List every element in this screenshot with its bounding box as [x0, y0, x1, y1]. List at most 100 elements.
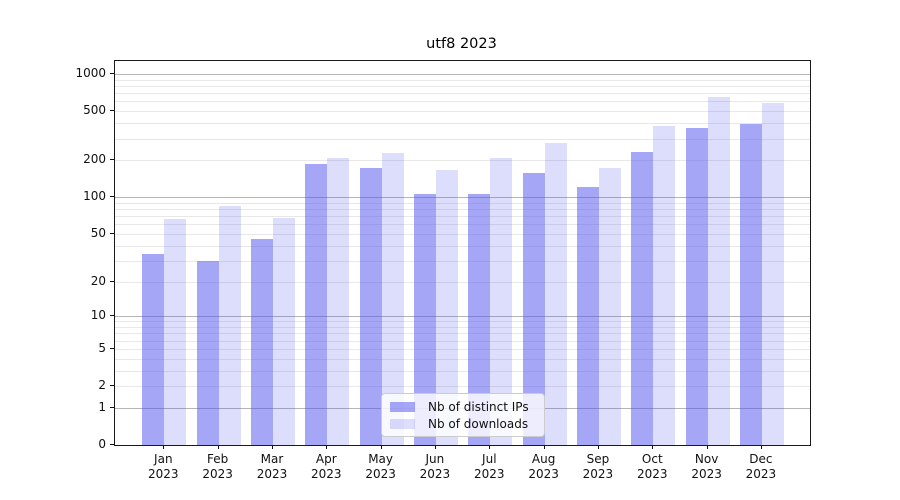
x-tick-mark — [543, 445, 545, 449]
y-tick-mark — [110, 73, 114, 74]
y-gridline-minor — [115, 160, 810, 162]
chart-title: utf8 2023 — [426, 36, 497, 52]
bar-distinct-ips — [305, 163, 328, 445]
x-tick-label: Jun 2023 — [419, 452, 451, 481]
bar-distinct-ips — [359, 167, 382, 445]
plot-area: Nb of distinct IPs Nb of downloads — [114, 60, 811, 446]
y-tick-mark — [110, 347, 114, 349]
bar-distinct-ips — [631, 152, 654, 445]
bar-distinct-ips — [196, 260, 219, 445]
bar-downloads — [707, 97, 730, 445]
bar-downloads — [381, 153, 404, 445]
y-gridline-minor — [115, 224, 810, 226]
y-gridline-minor — [115, 93, 810, 95]
bar-distinct-ips — [522, 172, 545, 445]
y-tick-mark — [110, 110, 114, 112]
legend-swatch-distinct-ips — [390, 402, 415, 413]
x-tick-label: Mar 2023 — [256, 452, 288, 481]
bar-downloads — [164, 219, 187, 445]
y-gridline-minor — [115, 358, 810, 360]
y-gridline-minor — [115, 138, 810, 140]
y-tick-mark — [110, 315, 114, 317]
bar-distinct-ips — [413, 194, 436, 445]
bar-downloads — [218, 206, 241, 445]
bar-downloads — [490, 157, 513, 445]
y-gridline-minor — [115, 101, 810, 103]
y-tick-label: 20 — [90, 273, 106, 288]
x-tick-label: May 2023 — [365, 452, 396, 481]
y-tick-label: 100 — [83, 189, 106, 204]
y-gridline-minor — [115, 340, 810, 342]
bar-distinct-ips — [739, 124, 762, 445]
bar-distinct-ips — [685, 128, 708, 445]
bar-downloads — [435, 170, 458, 445]
x-tick-mark — [217, 445, 219, 449]
bar-distinct-ips — [468, 193, 491, 445]
legend-label: Nb of downloads — [428, 416, 529, 431]
y-tick-label: 1 — [98, 399, 106, 414]
y-gridline-minor — [115, 111, 810, 113]
y-tick-mark — [110, 406, 114, 408]
y-gridline-minor — [115, 86, 810, 87]
y-gridline-minor — [115, 333, 810, 335]
y-gridline-minor — [115, 281, 810, 283]
x-tick-label: Dec 2023 — [745, 452, 777, 481]
y-gridline-minor — [115, 123, 810, 125]
y-gridline-minor — [115, 386, 810, 387]
y-tick-label: 10 — [90, 308, 106, 323]
legend: Nb of distinct IPs Nb of downloads — [381, 393, 545, 437]
x-tick-label: Feb 2023 — [202, 452, 233, 481]
y-gridline-minor — [115, 321, 810, 323]
legend-swatch-downloads — [390, 418, 415, 429]
y-gridline-major — [115, 197, 810, 199]
x-tick-label: Sep 2023 — [582, 452, 614, 481]
x-tick-label: Nov 2023 — [691, 452, 722, 481]
y-tick-mark — [110, 159, 114, 161]
x-tick-mark — [163, 445, 165, 449]
y-gridline-minor — [115, 348, 810, 350]
y-tick-mark — [110, 196, 114, 198]
y-tick-label: 2 — [98, 378, 106, 392]
bar-downloads — [598, 168, 621, 445]
bar-distinct-ips — [251, 239, 273, 445]
y-tick-mark — [110, 232, 114, 234]
bar-downloads — [273, 217, 295, 445]
y-gridline-minor — [115, 79, 810, 81]
bar-downloads — [653, 125, 676, 445]
y-tick-label: 50 — [90, 225, 106, 240]
bar-downloads — [327, 157, 350, 445]
x-tick-label: Apr 2023 — [311, 452, 342, 481]
y-tick-label: 500 — [83, 103, 106, 118]
y-tick-mark — [110, 444, 114, 445]
x-tick-mark — [706, 445, 708, 449]
bar-distinct-ips — [576, 186, 599, 445]
x-tick-mark — [326, 445, 328, 449]
x-tick-mark — [597, 445, 599, 449]
y-gridline-minor — [115, 209, 810, 210]
y-tick-label: 5 — [98, 340, 106, 355]
y-tick-mark — [110, 280, 114, 282]
x-tick-label: Jul 2023 — [474, 452, 505, 481]
y-gridline-minor — [115, 202, 810, 204]
bar-downloads — [544, 142, 567, 445]
legend-label: Nb of distinct IPs — [428, 400, 529, 415]
y-gridline-minor — [115, 216, 810, 218]
x-tick-mark — [652, 445, 654, 449]
x-tick-mark — [760, 445, 762, 449]
y-gridline-minor — [115, 260, 810, 262]
x-tick-mark — [380, 445, 382, 449]
y-tick-label: 200 — [83, 152, 106, 167]
legend-row: Nb of downloads — [390, 416, 536, 433]
y-gridline-major — [115, 74, 810, 75]
y-gridline-minor — [115, 370, 810, 372]
bar-downloads — [761, 103, 784, 445]
x-tick-mark — [272, 445, 273, 449]
y-tick-label: 0 — [98, 437, 106, 451]
bar-distinct-ips — [142, 254, 165, 445]
x-tick-label: Oct 2023 — [637, 452, 668, 481]
y-tick-mark — [110, 385, 114, 386]
y-gridline-minor — [115, 245, 810, 247]
x-tick-label: Jan 2023 — [148, 452, 179, 481]
x-tick-mark — [489, 445, 491, 449]
